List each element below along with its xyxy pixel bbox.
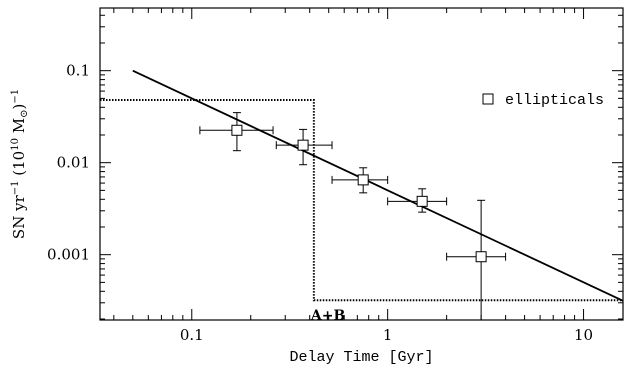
y-label-sun-subscript: ⊙	[19, 110, 30, 118]
data-point	[446, 199, 507, 320]
data-point	[387, 188, 448, 213]
data-point	[275, 128, 333, 166]
step-function-line	[100, 99, 623, 302]
y-label-exp1: −1	[10, 181, 21, 196]
x-tick-label: 0.1	[180, 326, 204, 344]
legend: ellipticals	[482, 92, 604, 109]
power-law-fit-line	[132, 69, 624, 302]
square-marker	[231, 124, 243, 136]
square-marker	[297, 139, 309, 151]
points-layer	[199, 112, 507, 320]
step-label: A+B	[310, 308, 346, 324]
data-point	[331, 167, 389, 194]
legend-label: ellipticals	[505, 92, 604, 109]
square-marker	[475, 251, 487, 263]
step-layer	[100, 99, 623, 302]
y-label-mass: M	[10, 118, 28, 138]
y-tick-label: 0.001	[47, 246, 90, 264]
y-label-exp3: −1	[10, 89, 21, 104]
y-tick-label: 0.01	[57, 154, 90, 172]
legend-square-marker	[482, 93, 494, 105]
square-marker	[416, 195, 428, 207]
x-tick-label: 10	[574, 326, 593, 344]
y-label-close: )	[10, 104, 28, 110]
fit-line-layer	[132, 69, 624, 302]
y-tick-label: 0.1	[66, 62, 90, 80]
square-marker	[357, 174, 369, 186]
x-axis-label: Delay Time [Gyr]	[289, 349, 433, 366]
plot-frame	[99, 7, 624, 321]
y-label-exp2: 10	[10, 138, 21, 151]
y-axis-label: SN yr−1 (1010 M⊙)−1	[10, 89, 30, 239]
data-point	[199, 112, 274, 152]
y-label-base: SN yr	[10, 194, 28, 239]
tick-group: 0.1 1 10 0.1 0.01 0.001	[47, 8, 623, 344]
x-tick-label: 1	[383, 326, 393, 344]
y-label-mid: (10	[10, 151, 28, 181]
